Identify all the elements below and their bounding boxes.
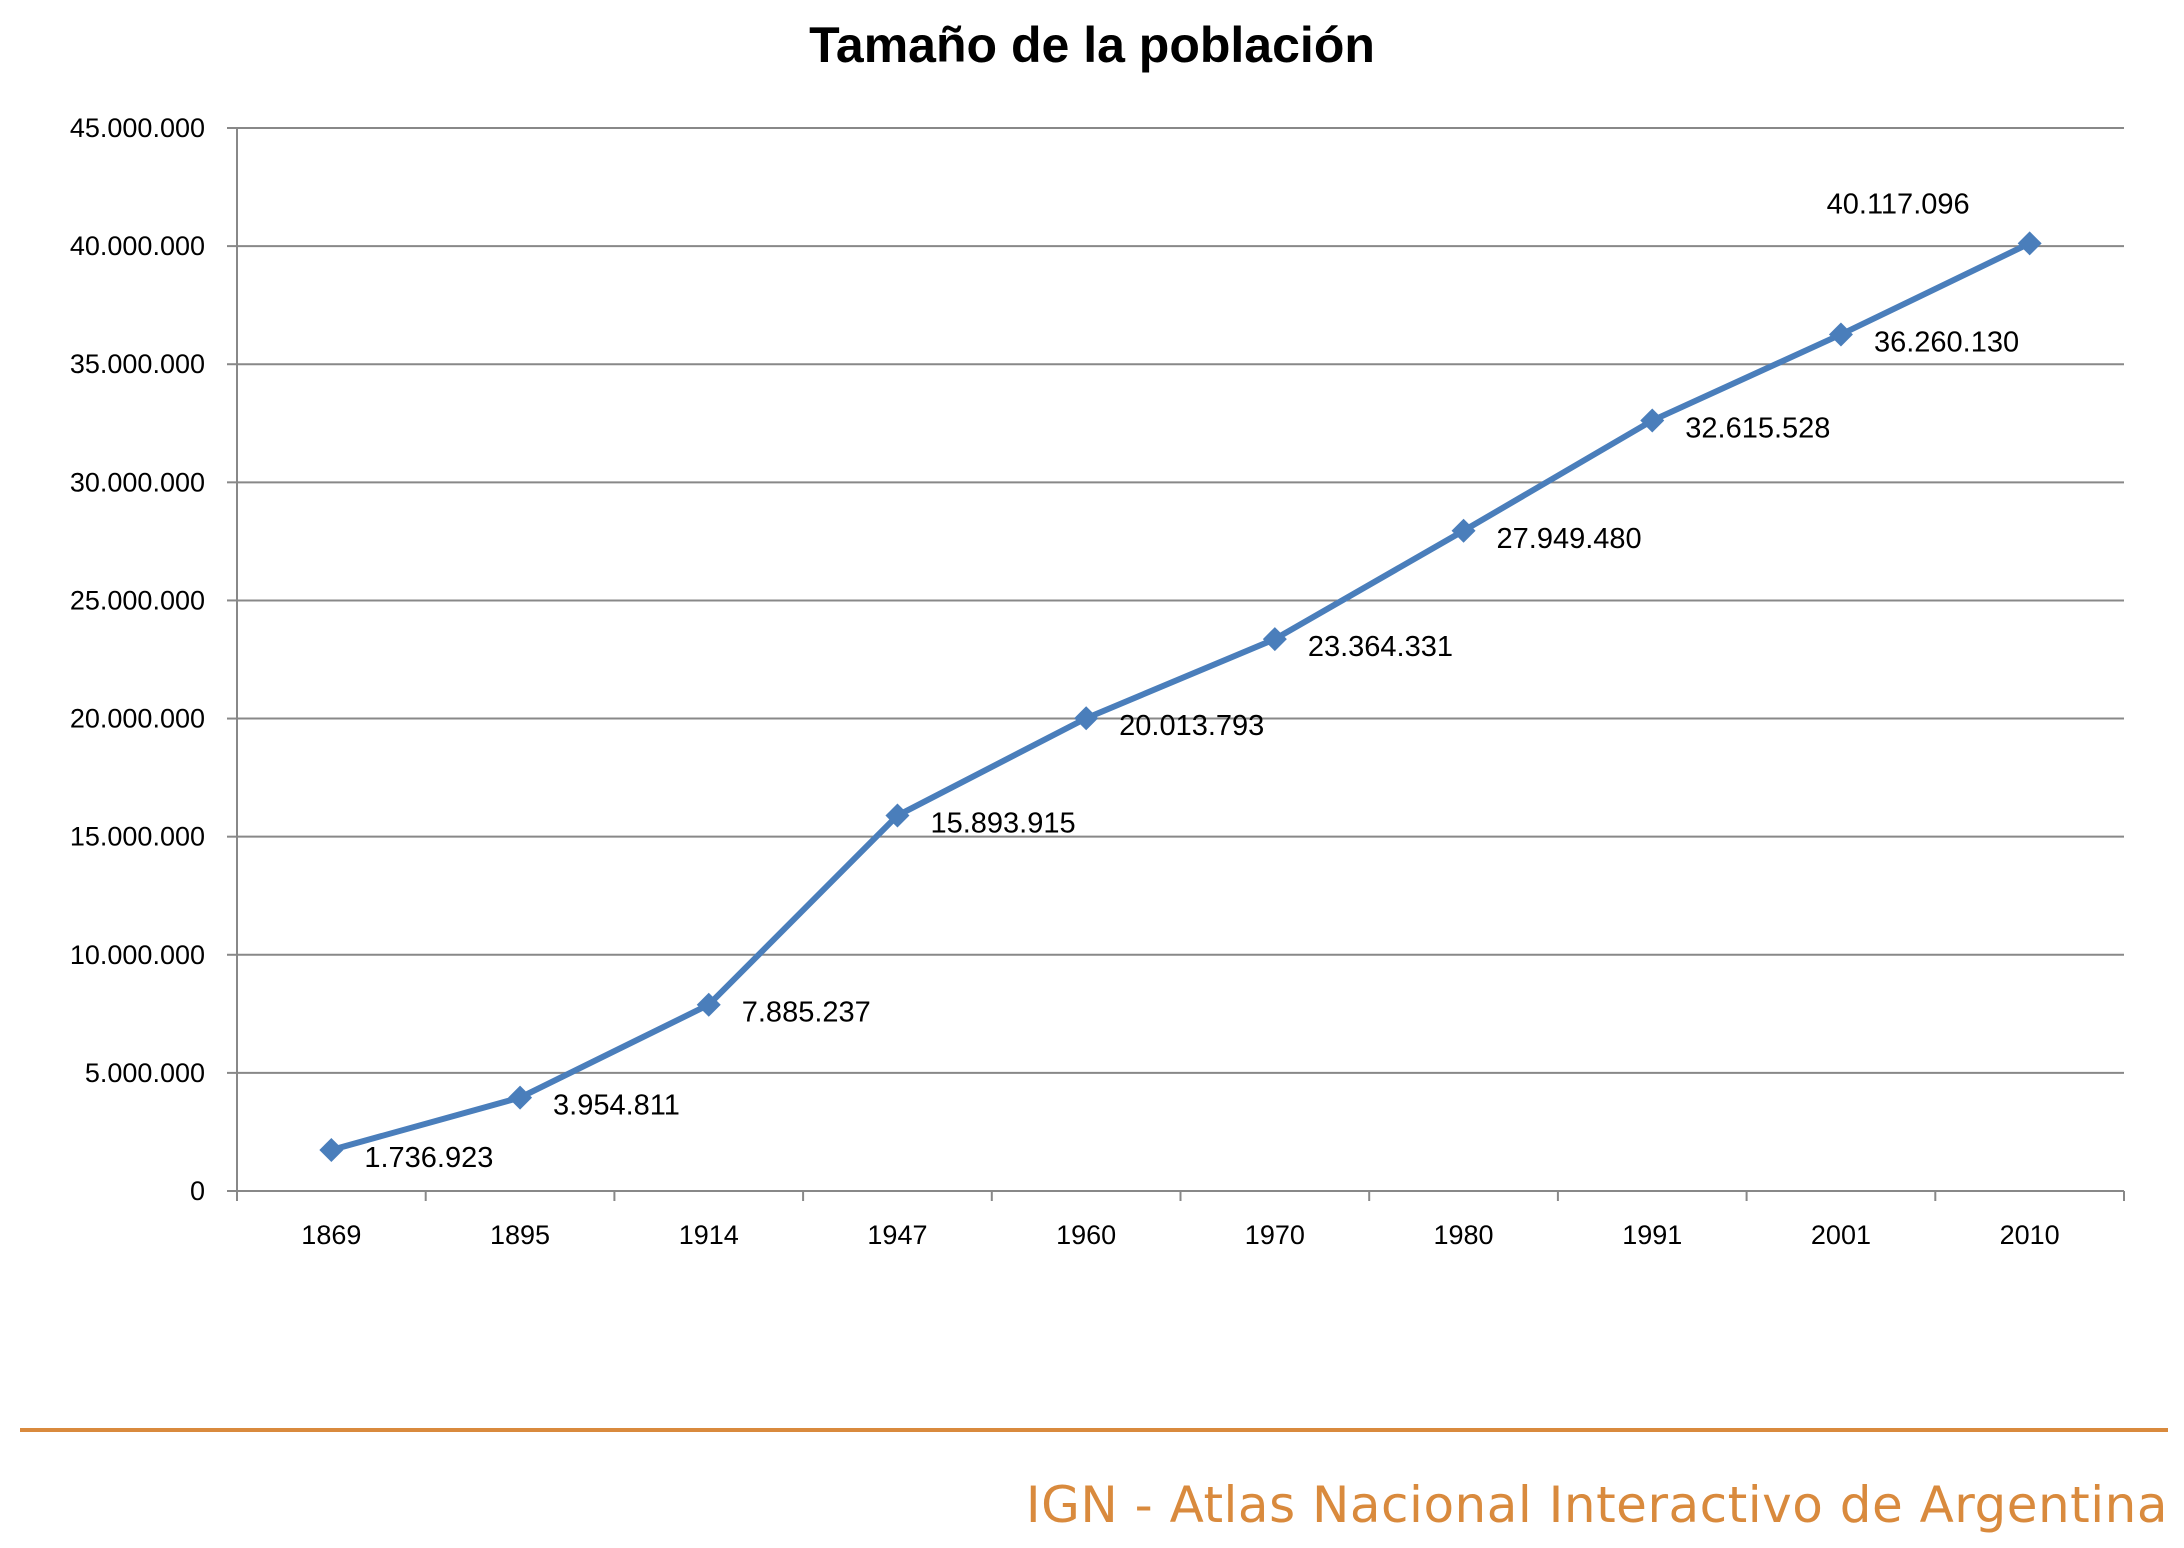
data-label: 7.885.237 bbox=[742, 997, 871, 1029]
footer-divider bbox=[20, 1428, 2168, 1432]
data-point-marker bbox=[885, 803, 910, 828]
x-tick-label: 1895 bbox=[490, 1220, 550, 1250]
data-label: 1.736.923 bbox=[364, 1142, 493, 1174]
data-point-marker bbox=[1828, 322, 1853, 347]
population-line bbox=[330, 240, 2031, 1153]
x-tick-label: 1947 bbox=[867, 1220, 927, 1250]
y-tick-label: 15.000.000 bbox=[70, 822, 205, 852]
data-label: 23.364.331 bbox=[1308, 631, 1453, 663]
y-tick-label: 25.000.000 bbox=[70, 585, 205, 615]
x-tick-label: 1914 bbox=[679, 1220, 739, 1250]
y-tick-label: 30.000.000 bbox=[70, 467, 205, 497]
data-label: 3.954.811 bbox=[553, 1090, 680, 1122]
chart-title: Tamaño de la población bbox=[809, 17, 1375, 73]
x-tick-label: 2010 bbox=[2000, 1220, 2060, 1250]
x-tick-label: 2001 bbox=[1811, 1220, 1871, 1250]
y-tick-label: 0 bbox=[190, 1176, 205, 1206]
footer-credit: IGN - Atlas Nacional Interactivo de Arge… bbox=[1025, 1476, 2168, 1534]
data-label: 20.013.793 bbox=[1119, 710, 1264, 742]
y-tick-label: 45.000.000 bbox=[70, 113, 205, 143]
y-tick-label: 5.000.000 bbox=[85, 1058, 205, 1088]
x-tick-label: 1960 bbox=[1056, 1220, 1116, 1250]
series-population bbox=[319, 231, 2042, 1162]
x-tick-label: 1869 bbox=[301, 1220, 361, 1250]
gridlines bbox=[237, 127, 2124, 1074]
data-point-marker bbox=[696, 992, 721, 1017]
data-point-marker bbox=[508, 1085, 533, 1110]
data-point-marker bbox=[1262, 627, 1287, 652]
y-tick-label: 20.000.000 bbox=[70, 704, 205, 734]
y-tick-label: 35.000.000 bbox=[70, 349, 205, 379]
data-point-marker bbox=[1074, 706, 1099, 731]
x-tick-label: 1980 bbox=[1434, 1220, 1494, 1250]
data-point-marker bbox=[319, 1137, 344, 1162]
data-label: 36.260.130 bbox=[1874, 326, 2019, 358]
y-tick-label: 40.000.000 bbox=[70, 231, 205, 261]
axes: 0 5.000.000 10.000.000 15.000.000 20.000.000… bbox=[70, 113, 2125, 1250]
y-tick-label: 10.000.000 bbox=[70, 940, 205, 970]
data-label: 15.893.915 bbox=[930, 808, 1075, 840]
data-point-marker bbox=[1640, 408, 1665, 433]
data-label: 40.117.096 bbox=[1827, 188, 1970, 220]
data-point-marker bbox=[2017, 231, 2042, 256]
x-tick-label: 1991 bbox=[1622, 1220, 1682, 1250]
data-label: 32.615.528 bbox=[1685, 413, 1830, 445]
data-labels: 1.736.923 3.954.811 7.885.237 15.893.915 20.… bbox=[364, 188, 2019, 1174]
population-line-chart: Tamaño de la población 0 5.000.000 10.000.… bbox=[70, 17, 2125, 1250]
data-point-marker bbox=[1451, 518, 1476, 543]
data-label: 27.949.480 bbox=[1497, 523, 1642, 555]
x-tick-label: 1970 bbox=[1245, 1220, 1305, 1250]
